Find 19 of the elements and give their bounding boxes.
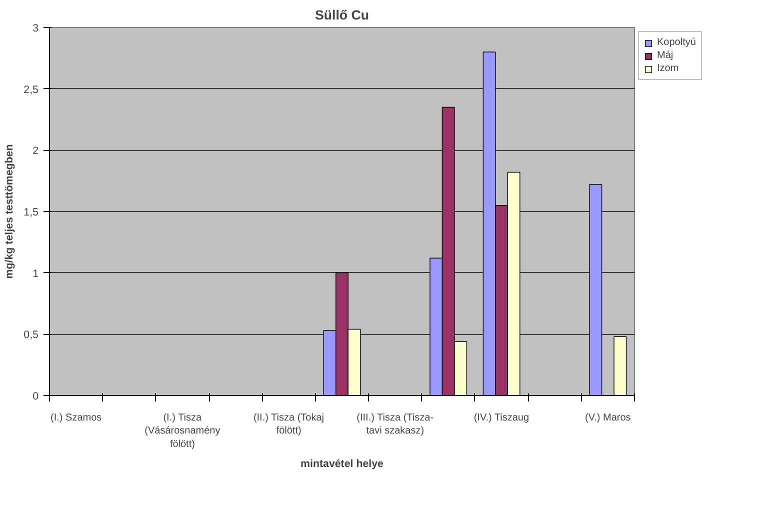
x-tick-label: (V.) Maros (585, 412, 631, 424)
x-tick-label: (II.) Tisza (Tokaj fölött) (253, 412, 324, 437)
y-tick-label: 1,5 (24, 206, 39, 218)
x-tick-label: (I.) Tisza (Vásárosnamény fölött) (144, 412, 220, 450)
legend-label: Máj (657, 50, 674, 61)
y-tick-label: 3 (32, 22, 39, 34)
y-tick-label: 0,5 (24, 329, 39, 342)
x-axis-title: mintavétel helye (300, 458, 384, 470)
y-tick-label: 2,5 (24, 84, 39, 96)
y-tick-label: 1 (32, 268, 39, 280)
legend-label: Kopoltyú (657, 37, 696, 48)
x-tick-label: (I.) Szamos (50, 412, 102, 424)
x-tick-label: (IV.) Tiszaug (474, 412, 530, 424)
y-axis-title: mg/kg teljes testtömegben (4, 144, 16, 279)
y-tick-label: 0 (32, 390, 39, 402)
legend-label: Izom (657, 63, 679, 74)
x-tick-label: (III.) Tisza (Tisza- tavi szakasz) (356, 412, 434, 437)
y-tick-label: 2 (32, 145, 39, 158)
chart-title: Süllő Cu (314, 8, 370, 22)
